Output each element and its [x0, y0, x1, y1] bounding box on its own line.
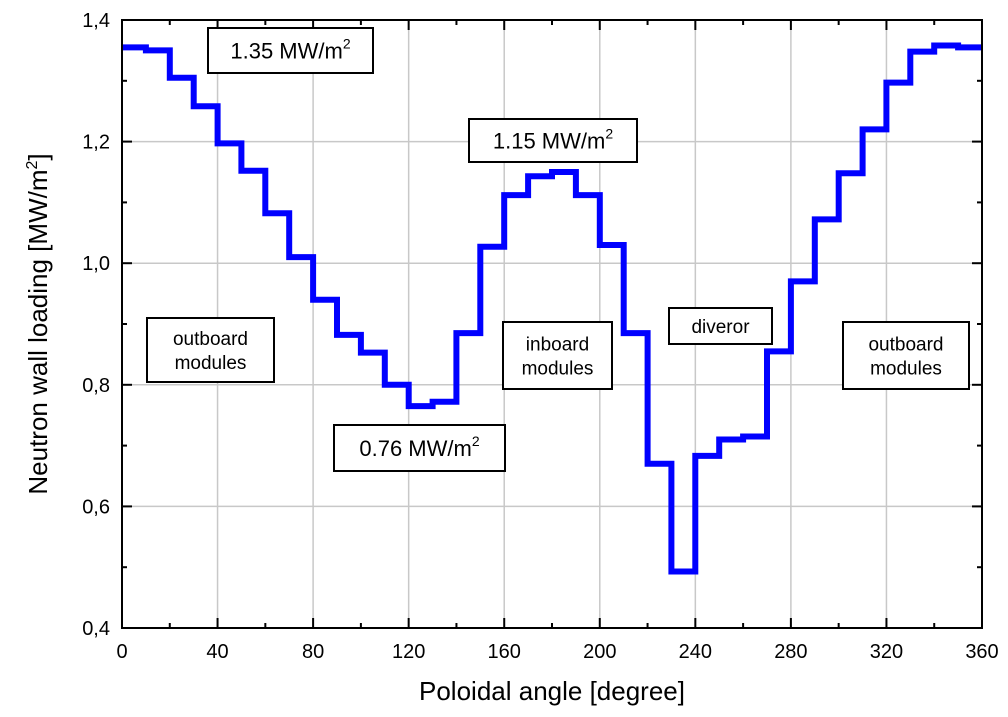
annotation-label: 1.35 MW/m2 — [230, 36, 350, 64]
y-axis-label-text: Neutron wall loading [MW/m — [23, 170, 53, 495]
annotation-box: 0.76 MW/m2 — [333, 424, 506, 472]
x-tick-label: 360 — [965, 641, 998, 663]
annotation-label: modules — [870, 359, 942, 380]
annotation-label: outboard — [173, 329, 248, 350]
annotation-box: outboard modules — [146, 317, 275, 383]
annotation-box: outboard modules — [842, 321, 970, 390]
annotation-box: 1.15 MW/m2 — [468, 118, 638, 163]
y-axis-label: Neutron wall loading [MW/m2] — [23, 153, 53, 494]
x-axis-label: Poloidal angle [degree] — [419, 676, 685, 706]
annotations: 1.35 MW/m2 1.15 MW/m2 0.76 MW/m2 outboard mo… — [146, 27, 970, 472]
annotation-label: inboard — [526, 335, 589, 356]
annotation-label: diveror — [691, 317, 750, 338]
tick-labels: 0 40 80 120 160 200 240 280 320 360 0,4 0,6 0,8 1,0 1,… — [82, 10, 999, 663]
y-tick-label: 0,8 — [82, 375, 110, 397]
annotation-label: outboard — [868, 335, 943, 356]
x-tick-label: 240 — [679, 641, 712, 663]
wall-loading-step-line — [122, 42, 982, 575]
x-tick-label: 40 — [206, 641, 228, 663]
annotation-frame — [146, 317, 275, 383]
x-tick-label: 320 — [870, 641, 903, 663]
annotation-label: modules — [522, 359, 594, 380]
annotation-box: inboard modules — [502, 321, 613, 390]
y-axis-label-sup: 2 — [24, 161, 41, 170]
y-tick-label: 0,4 — [82, 618, 110, 640]
annotation-label: 1.15 MW/m2 — [493, 126, 613, 154]
plot-frame — [121, 19, 983, 629]
x-tick-label: 0 — [116, 641, 127, 663]
annotation-frame — [842, 321, 970, 390]
annotation-label: 0.76 MW/m2 — [359, 433, 479, 461]
annotation-frame — [333, 424, 506, 472]
annotation-box: 1.35 MW/m2 — [207, 27, 374, 74]
x-tick-label: 160 — [488, 641, 521, 663]
y-tick-label: 1,0 — [82, 253, 110, 275]
y-axis-label-close: ] — [23, 153, 53, 160]
x-tick-label: 200 — [583, 641, 616, 663]
y-tick-label: 0,6 — [82, 496, 110, 518]
annotation-box: diveror — [668, 307, 773, 345]
x-tick-label: 280 — [774, 641, 807, 663]
x-tick-label: 80 — [302, 641, 324, 663]
y-tick-label: 1,4 — [82, 10, 110, 32]
y-tick-label: 1,2 — [82, 132, 110, 154]
x-tick-label: 120 — [392, 641, 425, 663]
annotation-label: modules — [175, 353, 247, 374]
annotation-frame — [468, 118, 638, 163]
annotation-frame — [207, 27, 374, 74]
annotation-frame — [502, 321, 613, 390]
annotation-frame — [668, 307, 773, 345]
